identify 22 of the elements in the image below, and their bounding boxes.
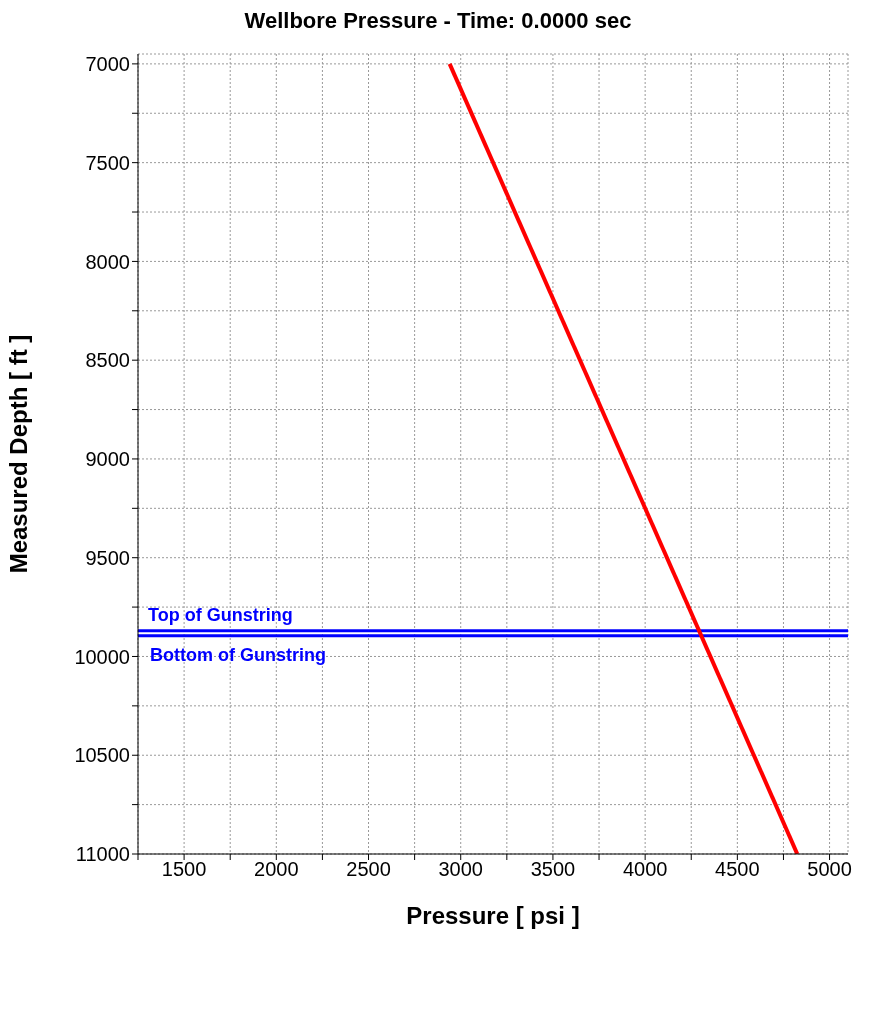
x-tick-label: 2000 <box>254 858 299 881</box>
x-axis-title: Pressure [ psi ] <box>406 902 580 929</box>
x-tick-label: 4000 <box>622 858 668 881</box>
x-tick-label: 3500 <box>530 858 576 881</box>
ref-line-label: Bottom of Gunstring <box>150 644 326 665</box>
y-axis-title: Measured Depth [ ft ] <box>4 334 32 574</box>
y-tick-label: 10500 <box>74 744 130 767</box>
x-tick-label: 1500 <box>161 858 207 881</box>
y-tick-label: 9500 <box>85 546 130 569</box>
y-tick-label: 11000 <box>75 843 130 866</box>
y-tick-label: 8000 <box>85 250 130 273</box>
x-tick-label: 4500 <box>715 858 760 881</box>
y-tick-label: 9000 <box>85 448 130 471</box>
y-tick-label: 7500 <box>85 151 130 174</box>
y-tick-label: 7000 <box>85 52 130 75</box>
y-tick-label: 10000 <box>74 645 130 668</box>
x-tick-label: 2500 <box>346 858 391 881</box>
ref-line-label: Top of Gunstring <box>148 604 293 625</box>
y-tick-label: 8500 <box>85 349 130 372</box>
chart-title: Wellbore Pressure - Time: 0.0000 sec <box>243 8 633 34</box>
x-tick-label: 5000 <box>807 858 852 881</box>
x-tick-label: 3000 <box>438 858 483 881</box>
